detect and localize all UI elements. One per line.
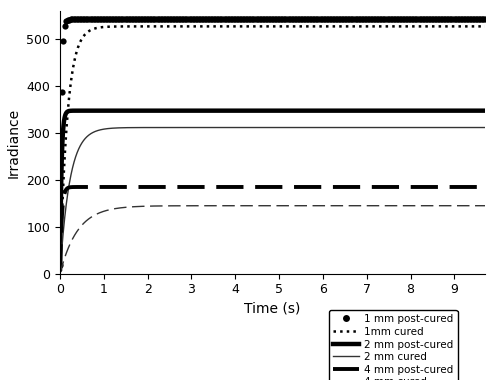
Y-axis label: Irradiance: Irradiance — [6, 108, 20, 177]
X-axis label: Time (s): Time (s) — [244, 302, 300, 316]
Legend: 1 mm post-cured, 1mm cured, 2 mm post-cured, 2 mm cured, 4 mm post-cured, 4 mm c: 1 mm post-cured, 1mm cured, 2 mm post-cu… — [328, 310, 458, 380]
